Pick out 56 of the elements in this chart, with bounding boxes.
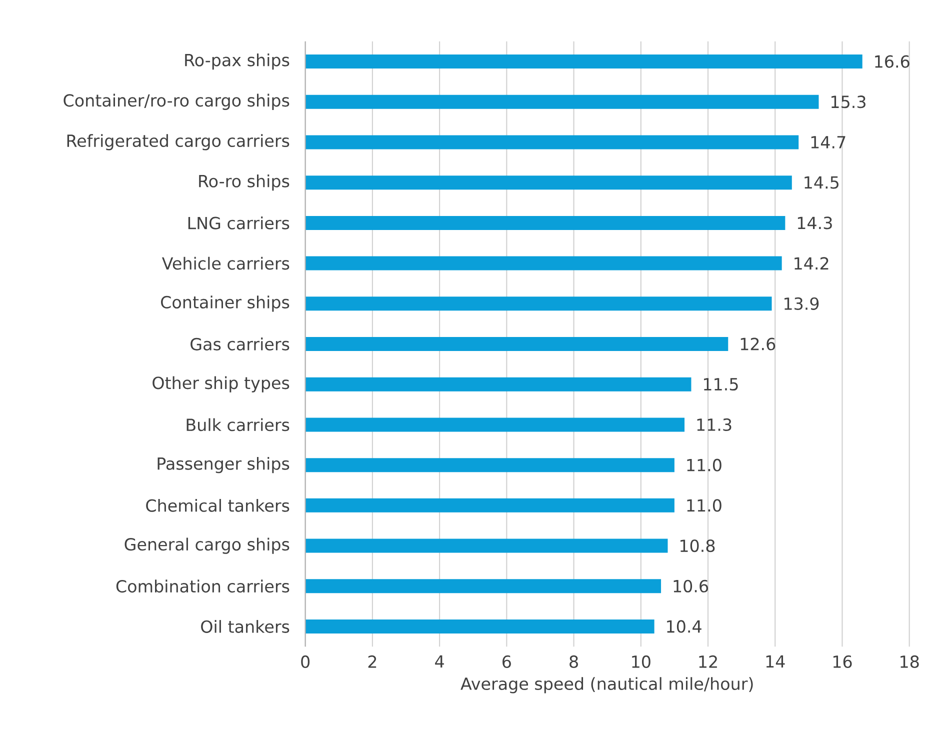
bar — [305, 418, 685, 432]
x-tick-label: 14 — [766, 655, 785, 668]
data-label: 11.0 — [687, 499, 722, 512]
bar — [305, 296, 772, 311]
y-tick-label: General cargo ships — [124, 538, 290, 554]
bar — [305, 54, 862, 69]
x-tick-label: 2 — [368, 655, 376, 668]
x-tick-label: 18 — [900, 655, 919, 668]
y-tick-label: Ro-ro ships — [199, 174, 290, 191]
x-tick-label: 16 — [833, 655, 852, 668]
data-label: 14.7 — [811, 136, 846, 148]
y-tick-label: Combination carriers — [116, 580, 290, 593]
x-tick-label: 0 — [301, 655, 310, 668]
x-tick-label: 4 — [435, 655, 444, 668]
data-label: 11.0 — [687, 458, 722, 472]
bar — [305, 94, 819, 109]
y-tick-label: Bulk carriers — [186, 418, 290, 432]
data-label: 14.5 — [804, 176, 838, 189]
y-tick-label: Chemical tankers — [146, 498, 290, 512]
y-tick-label: Other ship types — [152, 376, 290, 392]
bar — [305, 337, 728, 352]
data-label: 14.2 — [794, 257, 828, 270]
x-tick-label: 8 — [570, 655, 578, 668]
bar — [305, 135, 799, 150]
bar — [305, 579, 662, 594]
data-label: 15.3 — [832, 96, 866, 108]
y-tick-label: Gas carriers — [190, 338, 290, 350]
bar — [305, 458, 674, 472]
data-label: 10.8 — [680, 539, 715, 552]
data-label: 11.3 — [697, 418, 732, 432]
bar — [305, 176, 792, 190]
x-axis-title: Average speed (nautical mile/hour) — [460, 677, 753, 694]
bar — [305, 216, 786, 230]
y-tick-label: LNG carriers — [188, 216, 290, 230]
y-tick-label: Passenger ships — [158, 457, 290, 474]
y-tick-label: Oil tankers — [201, 620, 290, 633]
x-tick-label: 12 — [699, 655, 717, 668]
bar — [305, 498, 674, 512]
y-tick-label: Refrigerated cargo carriers — [67, 134, 290, 150]
data-label: 12.6 — [740, 338, 776, 350]
bar — [305, 256, 782, 270]
data-label: 10.4 — [667, 620, 702, 633]
data-label: 10.6 — [674, 580, 708, 592]
bar — [305, 538, 668, 553]
y-tick-label: Container ships — [161, 296, 290, 312]
data-label: 13.9 — [784, 297, 819, 310]
x-tick-label: 10 — [632, 655, 650, 668]
y-tick-label: Ro-pax ships — [185, 53, 290, 70]
x-tick-label: 6 — [502, 655, 511, 668]
data-label: 16.6 — [875, 55, 910, 68]
data-label: 14.3 — [798, 216, 832, 230]
bar — [305, 377, 692, 392]
y-tick-label: Container/ro-ro cargo ships — [64, 94, 290, 110]
data-label: 11.5 — [704, 378, 738, 391]
y-tick-label: Vehicle carriers — [162, 256, 290, 270]
bar — [305, 620, 654, 634]
